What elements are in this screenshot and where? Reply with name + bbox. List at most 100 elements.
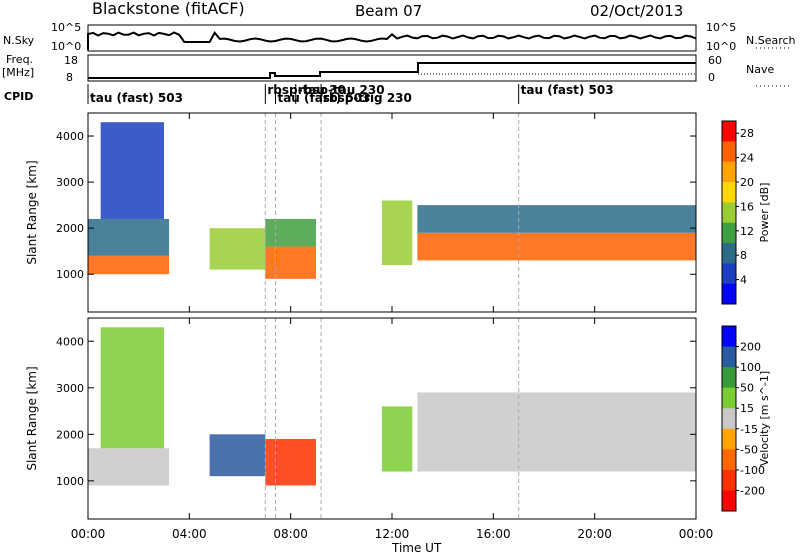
- colorbar-segment: [722, 121, 736, 142]
- y-tick-label: 4000: [56, 335, 84, 348]
- colorbar-segment: [722, 408, 736, 430]
- echo-band: [88, 448, 170, 486]
- x-tick-label: 08:00: [273, 527, 308, 541]
- y-tick-label: 1000: [56, 268, 84, 281]
- y-tick-label: 3000: [56, 176, 84, 189]
- colorbar-tick-label: -15: [740, 423, 758, 436]
- echo-band: [417, 438, 696, 472]
- station-title: Blackstone (fitACF): [92, 0, 245, 18]
- nave-tick-low: 0: [708, 71, 715, 84]
- echo-band: [417, 392, 696, 439]
- colorbar-segment: [722, 283, 736, 305]
- colorbar-tick-label: 100: [740, 361, 761, 374]
- y-tick-label: 2000: [56, 428, 84, 441]
- nsky-tick-high: 10^5: [51, 21, 81, 34]
- colorbar-segment: [722, 263, 736, 285]
- colorbar-tick-label: 200: [740, 341, 761, 354]
- colorbar-tick-label: 4: [740, 274, 747, 287]
- cpid-entry: rbsp-trig 230: [323, 91, 412, 105]
- x-tick-label: 00:00: [679, 527, 714, 541]
- echo-band: [381, 200, 413, 266]
- colorbar-tick-label: 15: [740, 402, 754, 415]
- colorbar-segment: [722, 141, 736, 163]
- nsky-trace: [87, 31, 697, 50]
- y-tick-label: 1000: [56, 475, 84, 488]
- echo-band: [381, 406, 413, 472]
- nsky-panel: N.Sky 10^5 10^0 10^5 10^0 N.Search: [3, 21, 796, 53]
- colorbar-frame: [721, 120, 737, 305]
- colorbar-segment: [722, 387, 736, 409]
- colorbar-segment: [722, 182, 736, 203]
- freq-panel: Freq. [MHz] 18 8 60 0 Nave: [2, 53, 790, 87]
- nsky-label: N.Sky: [3, 34, 35, 47]
- freq-trace: [88, 62, 696, 79]
- freq-tick-low: 8: [66, 71, 73, 84]
- colorbar-segment: [722, 490, 736, 512]
- beam-title: Beam 07: [355, 2, 422, 20]
- nave-label: Nave: [746, 63, 774, 76]
- colorbar-segment: [722, 202, 736, 224]
- nsearch-tick-high: 10^5: [706, 21, 736, 34]
- nsearch-tick-low: 10^0: [706, 40, 736, 53]
- y-tick-label: 3000: [56, 382, 84, 395]
- colorbar-label: Power [dB]: [758, 183, 771, 243]
- nave-tick-high: 60: [708, 54, 722, 67]
- echo-band: [265, 246, 316, 279]
- echo-band: [265, 218, 316, 247]
- cpid-entry: tau (fast) 503: [277, 91, 370, 105]
- colorbar-segment: [722, 367, 736, 389]
- echo-band: [417, 205, 696, 233]
- y-tick-label: 2000: [56, 222, 84, 235]
- time-axis-label: Time UT: [391, 541, 442, 554]
- freq-frame: [87, 54, 697, 82]
- echo-band: [88, 255, 170, 275]
- colorbar-segment: [722, 161, 736, 183]
- cpid-label: CPID: [4, 90, 33, 103]
- velocity-panel: 1000 2000 3000 4000 Slant Range [km] 200 100 50…: [25, 317, 771, 520]
- cpid-entry: rbsp-tau 230: [298, 83, 385, 97]
- colorbar-segment: [722, 469, 736, 491]
- nsky-tick-low: 10^0: [51, 40, 81, 53]
- colorbar-tick-label: 8: [740, 249, 747, 262]
- echo-band: [88, 218, 170, 256]
- echo-band: [100, 122, 164, 219]
- colorbar-segment: [722, 428, 736, 450]
- colorbar-segment: [722, 449, 736, 471]
- y-axis-label: Slant Range [km]: [25, 366, 39, 470]
- power-panel: 1000 2000 3000 4000 Slant Range [km] 4 8 12 16 20…: [25, 112, 771, 313]
- echo-band: [209, 434, 266, 477]
- colorbar-tick-label: -100: [740, 464, 765, 477]
- y-axis-label: Slant Range [km]: [25, 160, 39, 264]
- colorbar-tick-label: -200: [740, 484, 765, 497]
- colorbar-segment: [722, 222, 736, 244]
- x-tick-label: 12:00: [375, 527, 410, 541]
- colorbar-segment: [722, 346, 736, 368]
- y-tick-label: 4000: [56, 130, 84, 143]
- colorbar-frame: [721, 325, 737, 512]
- nsearch-label: N.Search: [746, 34, 796, 47]
- echo-band: [100, 327, 164, 449]
- colorbar-tick-label: 24: [740, 152, 754, 165]
- x-tick-label: 04:00: [172, 527, 207, 541]
- colorbar-tick-label: 16: [740, 200, 754, 213]
- cpid-entry: tau (fast) 503: [90, 91, 183, 105]
- colorbar-tick-label: -50: [740, 443, 758, 456]
- freq-unit: [MHz]: [2, 66, 34, 79]
- colorbar-tick-label: 50: [740, 382, 754, 395]
- cpid-entry: rbsp-tau 30: [267, 83, 345, 97]
- x-tick-label: 16:00: [476, 527, 511, 541]
- colorbar-label: Velocity [m s^-1]: [758, 371, 771, 466]
- cpid-entry: tau (fast) 503: [521, 83, 614, 97]
- date-title: 02/Oct/2013: [590, 2, 683, 20]
- echo-band: [417, 232, 696, 261]
- time-axis: Time UT 00:00 04:00 08:00 12:00 16:00 20:00 00…: [71, 527, 714, 555]
- colorbar-segment: [722, 326, 736, 348]
- colorbar-tick-label: 12: [740, 225, 754, 238]
- echo-band: [265, 438, 316, 486]
- echo-band: [209, 228, 266, 270]
- freq-label: Freq.: [6, 53, 33, 66]
- colorbar-tick-label: 28: [740, 127, 754, 140]
- x-tick-label: 20:00: [577, 527, 612, 541]
